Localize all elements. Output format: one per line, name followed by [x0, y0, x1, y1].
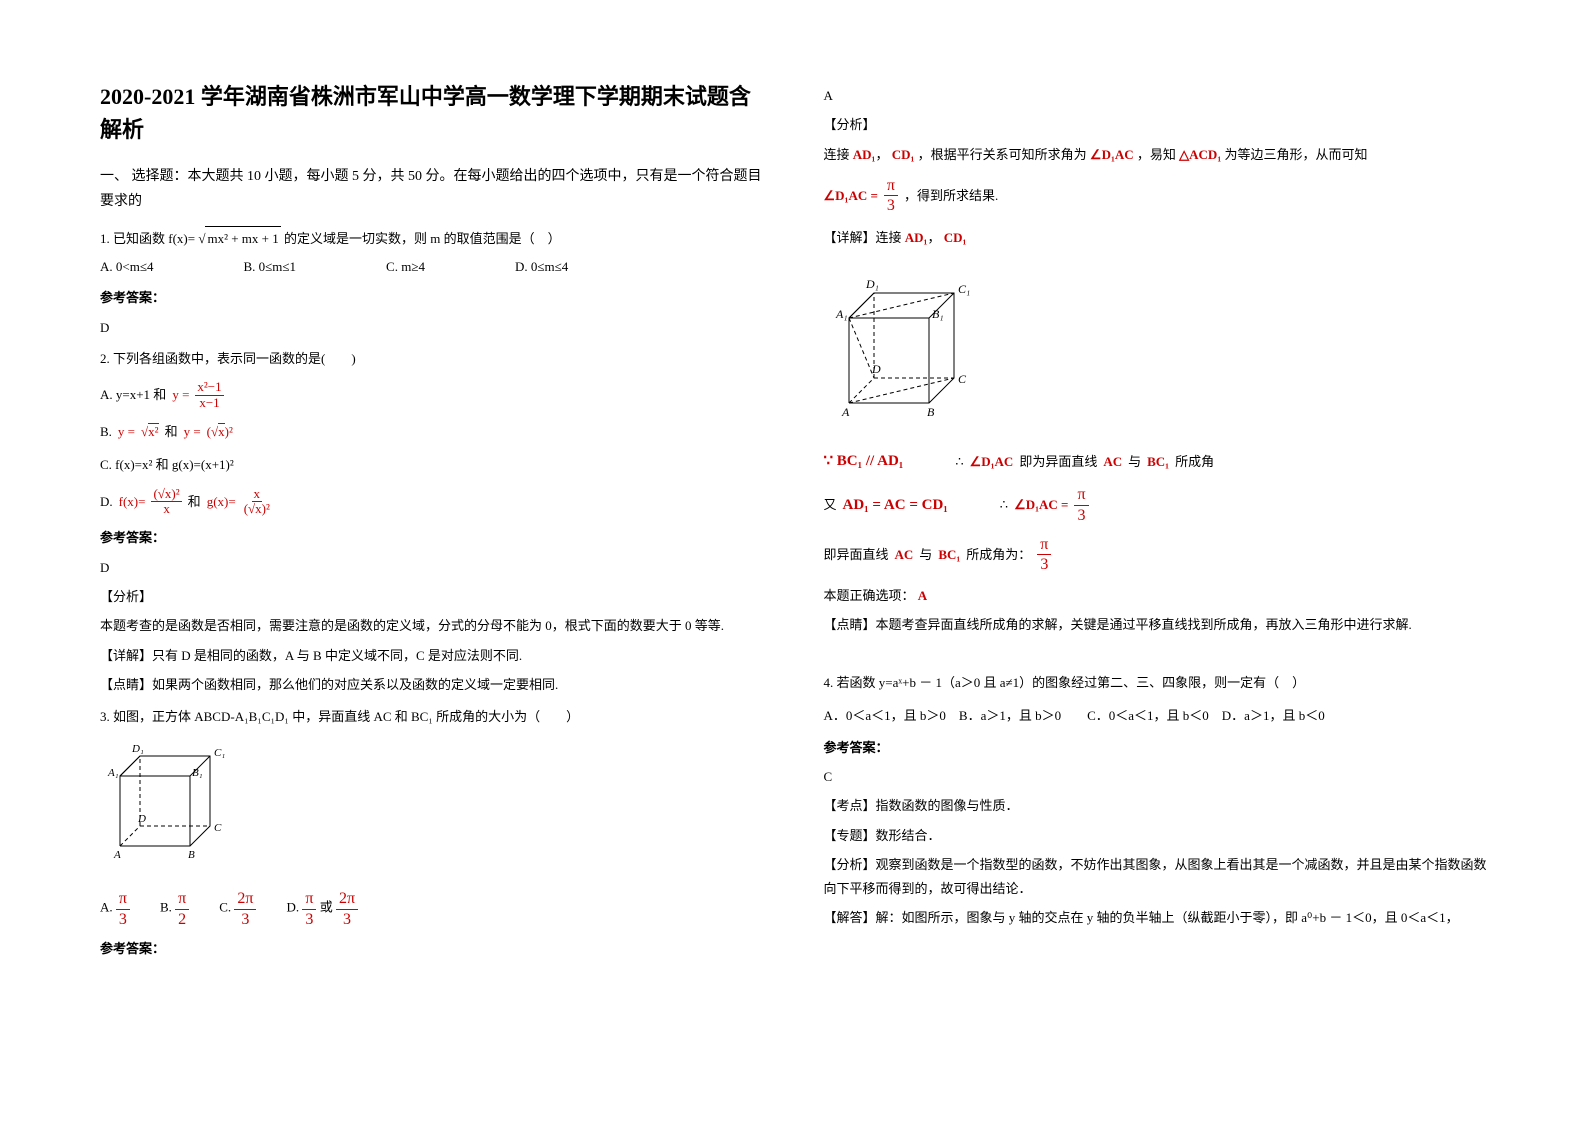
svg-text:D₁: D₁	[131, 743, 144, 755]
q2-note: 【点睛】如果两个函数相同，那么他们的对应关系以及函数的定义域一定要相同.	[100, 673, 764, 696]
q2-answer-label: 参考答案：	[100, 526, 764, 549]
q3-opt-b: B. π2	[160, 889, 189, 928]
svg-text:C₁: C₁	[214, 747, 225, 759]
q2-analysis-label: 【分析】	[100, 585, 764, 608]
q3-opt-a: A. π3	[100, 889, 130, 928]
q3-note: 【点睛】本题考查异面直线所成角的求解，关键是通过平移直线找到所成角，再放入三角形…	[824, 613, 1488, 636]
svg-text:D: D	[871, 362, 881, 376]
q4-kaodian: 【考点】指数函数的图像与性质．	[824, 794, 1488, 817]
q3-eq-line: 又 AD₁ = AC = CD₁ ∴ ∠D₁AC = π3	[824, 485, 1488, 524]
q4-answer: C	[824, 765, 1488, 788]
q1-answer-label: 参考答案：	[100, 286, 764, 309]
q3-correct: 本题正确选项： A	[824, 584, 1488, 607]
q3-opt-c: C. 2π3	[219, 889, 256, 928]
q2-answer: D	[100, 556, 764, 579]
question-3: 3. 如图，正方体 ABCD-A₁B₁C₁D₁ 中，异面直线 AC 和 BC₁ …	[100, 705, 764, 929]
q1-opt-a: A. 0<m≤4	[100, 255, 153, 278]
q3-detail-label: 【详解】连接 AD₁， CD₁	[824, 226, 1488, 249]
q1-opt-c: C. m≥4	[386, 255, 425, 278]
q1-stem-post: 的定义域是一切实数，则 m 的取值范围是（ ）	[284, 231, 561, 246]
q3-answer: A	[824, 84, 1488, 107]
q2-opt-d: D. f(x)= (√x)² x 和 g(x)= x (√x)²	[100, 487, 764, 517]
svg-text:A: A	[841, 405, 850, 419]
svg-text:B₁: B₁	[192, 767, 203, 779]
q2-opt-c: C. f(x)=x² 和 g(x)=(x+1)²	[100, 453, 764, 476]
svg-text:A: A	[113, 849, 121, 861]
svg-text:B: B	[188, 849, 195, 861]
q4-solve: 【解答】解：如图所示，图象与 y 轴的交点在 y 轴的负半轴上（纵截距小于零），…	[824, 906, 1488, 929]
q1-root: mx² + mx + 1	[198, 226, 280, 250]
q2-opt-a: A. y=x+1 和 y = x²−1 x−1	[100, 380, 764, 410]
q4-analysis: 【分析】观察到函数是一个指数型的函数，不妨作出其图象，从图象上看出其是一个减函数…	[824, 853, 1488, 900]
q1-stem-pre: 1. 已知函数 f(x)=	[100, 231, 195, 246]
svg-text:C₁: C₁	[958, 282, 970, 296]
q4-zhuanti: 【专题】数形结合．	[824, 824, 1488, 847]
q2-opt-a-frac: x²−1 x−1	[195, 380, 223, 410]
svg-text:B₁: B₁	[932, 307, 944, 321]
right-column: A 【分析】 连接 AD₁， CD₁ ，根据平行关系可知所求角为 ∠D₁AC ，…	[824, 80, 1488, 966]
q2-analysis-text: 本题考查的是函数是否相同，需要注意的是函数的定义域，分式的分母不能为 0，根式下…	[100, 614, 764, 637]
q3-analysis-label: 【分析】	[824, 113, 1488, 136]
svg-text:C: C	[214, 822, 222, 834]
q2-opt-b: B. y = √x² 和 y = (√x)²	[100, 420, 764, 443]
q3-stem: 3. 如图，正方体 ABCD-A₁B₁C₁D₁ 中，异面直线 AC 和 BC₁ …	[100, 705, 764, 728]
question-1: 1. 已知函数 f(x)= mx² + mx + 1 的定义域是一切实数，则 m…	[100, 226, 764, 278]
q3-bc-line: ∵ BC₁ // AD₁ ∴ ∠D₁AC 即为异面直线 AC 与 BC₁ 所成角	[824, 448, 1488, 475]
q4-stem: 4. 若函数 y=aˣ+b － 1（a＞0 且 a≠1）的图象经过第二、三、四象…	[824, 671, 1488, 694]
svg-text:D₁: D₁	[865, 277, 879, 291]
question-4: 4. 若函数 y=aˣ+b － 1（a＞0 且 a≠1）的图象经过第二、三、四象…	[824, 671, 1488, 728]
cube-diagram-large: A B C D A₁ B₁ C₁ D₁	[824, 263, 984, 423]
svg-text:A₁: A₁	[107, 767, 119, 779]
q2-detail: 【详解】只有 D 是相同的函数，A 与 B 中定义域不同，C 是对应法则不同.	[100, 644, 764, 667]
question-2: 2. 下列各组函数中，表示同一函数的是( ) A. y=x+1 和 y = x²…	[100, 347, 764, 516]
q4-options: A．0＜a＜1，且 b＞0 B．a＞1，且 b＞0 C．0＜a＜1，且 b＜0 …	[824, 704, 1488, 727]
cube-diagram-small: A B C D A₁ B₁ C₁ D₁	[100, 736, 240, 866]
q3-opt-d: D. π3 或 2π3	[286, 889, 358, 928]
svg-text:C: C	[958, 372, 967, 386]
q3-answer-label: 参考答案：	[100, 937, 764, 960]
svg-text:A₁: A₁	[835, 307, 848, 321]
section-1-heading: 一、 选择题：本大题共 10 小题，每小题 5 分，共 50 分。在每小题给出的…	[100, 164, 764, 214]
svg-text:D: D	[137, 813, 146, 825]
main-title: 2020-2021 学年湖南省株洲市军山中学高一数学理下学期期末试题含解析	[100, 80, 764, 146]
q4-answer-label: 参考答案：	[824, 736, 1488, 759]
q1-opt-d: D. 0≤m≤4	[515, 255, 568, 278]
q1-answer: D	[100, 316, 764, 339]
q1-options: A. 0<m≤4 B. 0≤m≤1 C. m≥4 D. 0≤m≤4	[100, 255, 764, 278]
q2-stem: 2. 下列各组函数中，表示同一函数的是( )	[100, 347, 764, 370]
left-column: 2020-2021 学年湖南省株洲市军山中学高一数学理下学期期末试题含解析 一、…	[100, 80, 764, 966]
q3-line2: ∠D₁AC = π3 ，得到所求结果.	[824, 176, 1488, 215]
q3-options: A. π3 B. π2 C. 2π3 D. π3 或 2π3	[100, 889, 764, 928]
q3-final: 即异面直线 AC 与 BC₁ 所成角为： π3	[824, 535, 1488, 574]
svg-text:B: B	[927, 405, 935, 419]
q3-line1: 连接 AD₁， CD₁ ，根据平行关系可知所求角为 ∠D₁AC ，易知 △ACD…	[824, 143, 1488, 166]
q1-opt-b: B. 0≤m≤1	[243, 255, 296, 278]
